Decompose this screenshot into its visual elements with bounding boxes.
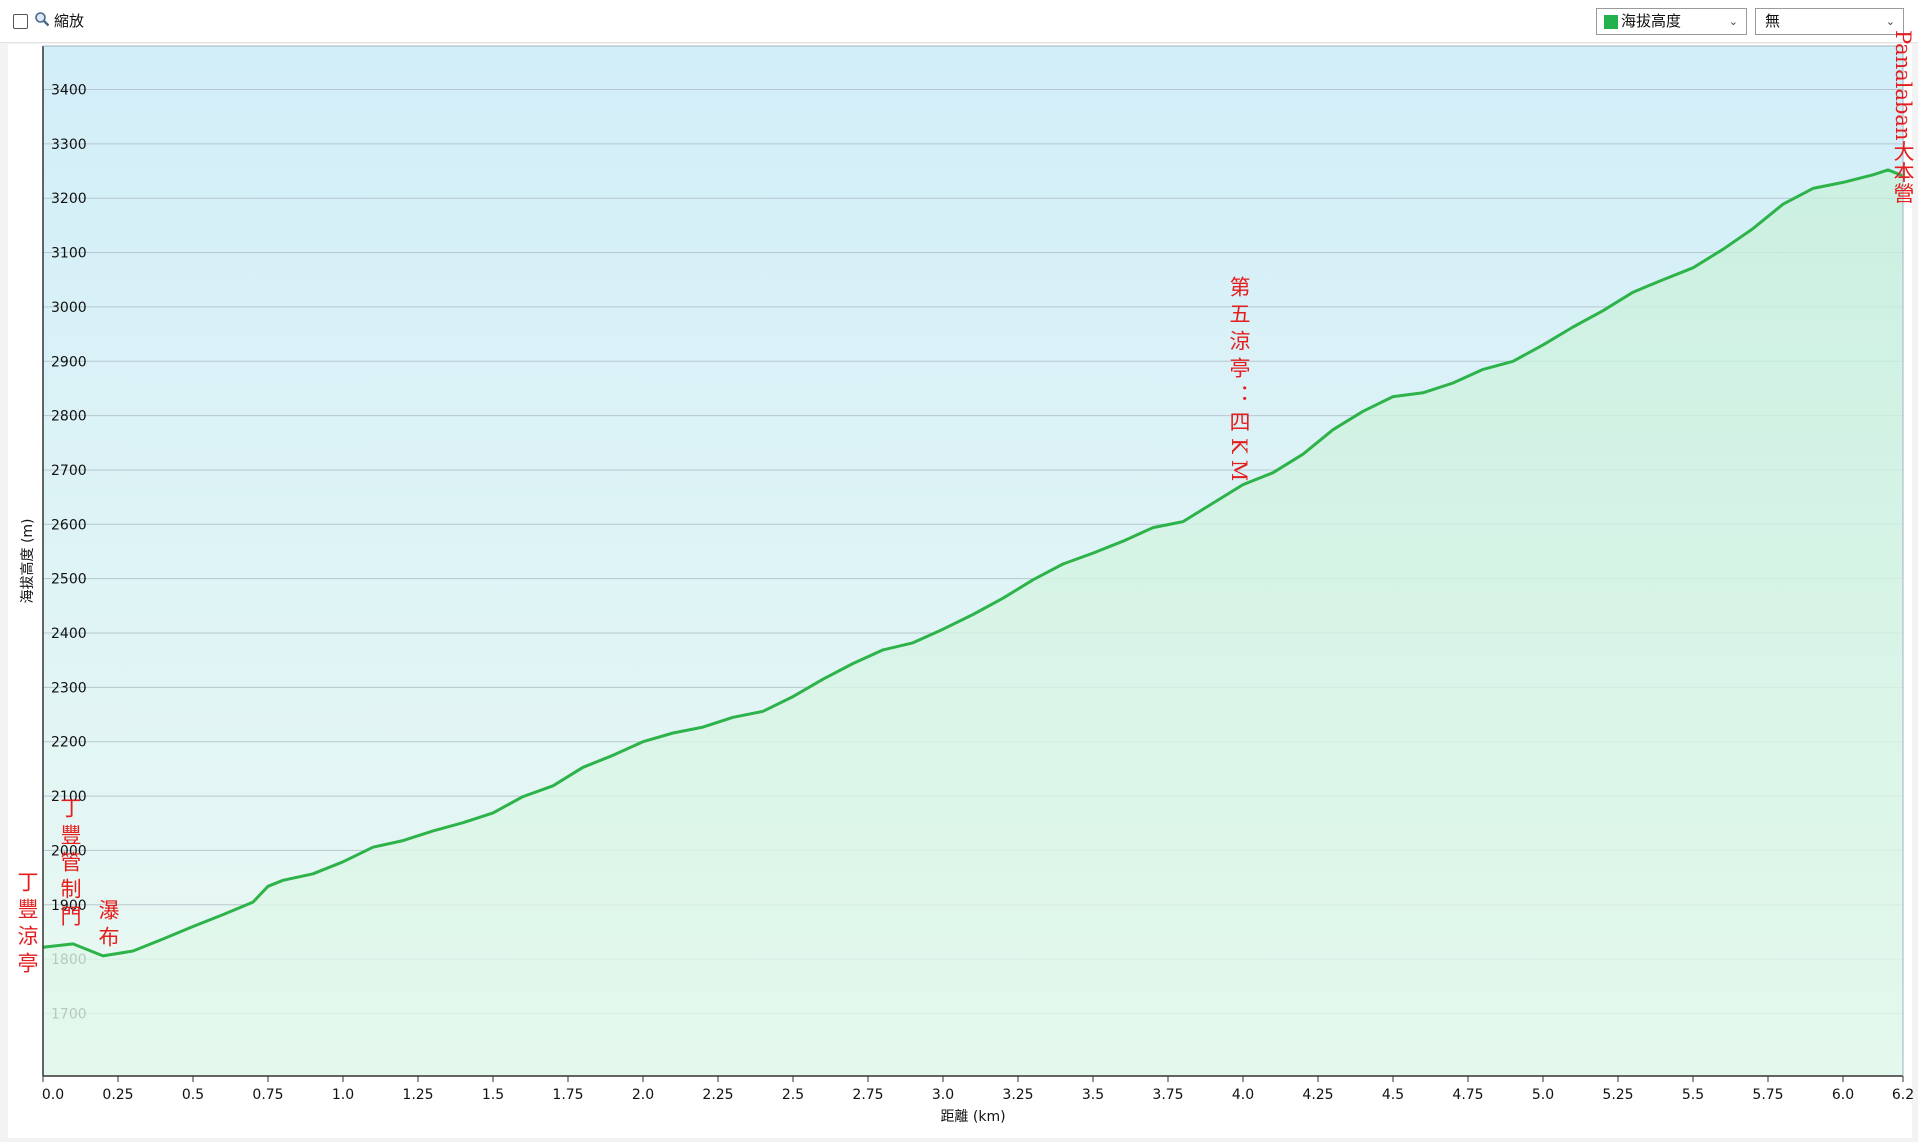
elevation-line [42, 168, 1904, 958]
second-select-text: 無 [1765, 12, 1781, 30]
x-tick-label: 4.75 [1452, 1087, 1483, 1103]
y-tick-label: 3000 [51, 300, 87, 316]
x-tick-label: 4.0 [1232, 1087, 1254, 1103]
x-tick-label: 4.5 [1382, 1087, 1404, 1103]
y-tick-label: 3300 [51, 137, 87, 153]
y-tick-label: 2100 [51, 789, 87, 805]
annotation: 瀑布 [96, 899, 120, 953]
x-tick-label: 6.0 [1832, 1087, 1854, 1103]
y-tick-label: 2700 [51, 463, 87, 479]
x-tick-label: 5.0 [1532, 1087, 1554, 1103]
x-tick-label: 0.25 [102, 1087, 133, 1103]
zoom-label: 縮放 [54, 12, 85, 30]
x-axis-label: 距離 (km) [940, 1108, 1005, 1125]
x-tick-label: 5.25 [1602, 1087, 1633, 1103]
y-tick-label: 2200 [51, 735, 87, 751]
y-tick-label: 2400 [51, 626, 87, 642]
y-tick-label: 2800 [51, 409, 87, 425]
second-select[interactable]: 無 ⌄ [1755, 8, 1904, 35]
annotation: 第五涼亭：四KM [1227, 276, 1251, 488]
x-tick-label: 2.75 [852, 1087, 883, 1103]
y-tick-label: 2300 [51, 680, 87, 696]
x-tick-label: 3.0 [932, 1087, 954, 1103]
x-tick-label: 2.0 [632, 1087, 654, 1103]
y-tick-label: 3400 [51, 82, 87, 98]
series-swatch [1604, 15, 1618, 29]
x-tick-label: 0.0 [42, 1087, 64, 1103]
x-tick-label: 3.5 [1082, 1087, 1104, 1103]
y-tick-label: 2000 [51, 843, 87, 859]
x-tick-label: 5.75 [1752, 1087, 1783, 1103]
x-tick-label: 5.5 [1682, 1087, 1704, 1103]
annotation: 丁豐管制門 [58, 797, 82, 932]
series-select-text: 海拔高度 [1621, 12, 1682, 30]
area-fill [43, 169, 1903, 1076]
y-tick-label: 3100 [51, 246, 87, 262]
annotation: 丁豐涼亭 [15, 871, 39, 979]
dropdown-arrow: ⌄ [1885, 15, 1895, 28]
x-tick-label: 1.25 [402, 1087, 433, 1103]
x-tick-label: 3.25 [1002, 1087, 1033, 1103]
y-tick-label: 3200 [51, 191, 87, 207]
toolbar: 縮放 海拔高度 ⌄ 無 ⌄ [0, 0, 1918, 43]
x-tick-label: 4.25 [1302, 1087, 1333, 1103]
y-tick-label: 2600 [51, 517, 87, 533]
annotation: Panalaban大本營 [1891, 30, 1915, 204]
y-tick-label: 2900 [51, 354, 87, 370]
x-tick-label: 1.5 [482, 1087, 504, 1103]
x-tick-label: 2.25 [702, 1087, 733, 1103]
x-tick-label: 3.75 [1152, 1087, 1183, 1103]
y-axis-label: 海拔高度 (m) [19, 518, 36, 603]
y-tick-label: 2500 [51, 572, 87, 588]
y-tick-label: 1900 [51, 898, 87, 914]
x-tick-label: 0.5 [182, 1087, 204, 1103]
zoom-checkbox[interactable] [13, 14, 28, 29]
magnifier-icon [35, 12, 50, 27]
x-tick-label: 1.0 [332, 1087, 354, 1103]
series-select[interactable]: 海拔高度 ⌄ [1596, 8, 1747, 35]
dropdown-arrow: ⌄ [1728, 15, 1738, 28]
x-tick-label: 2.5 [782, 1087, 804, 1103]
x-tick-label: 1.75 [552, 1087, 583, 1103]
x-tick-label: 6.2 [1892, 1087, 1914, 1103]
x-tick-label: 0.75 [252, 1087, 283, 1103]
